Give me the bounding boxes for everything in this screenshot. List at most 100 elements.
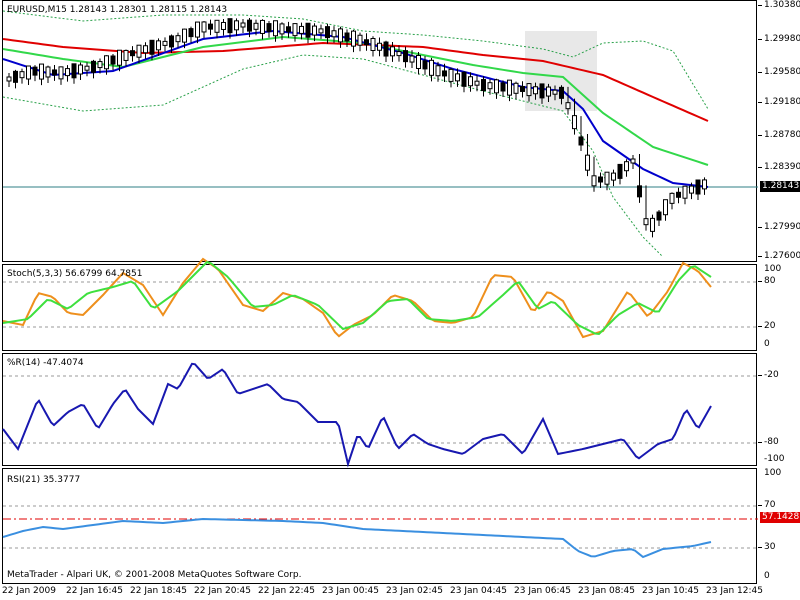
- candle-body: [162, 40, 168, 46]
- candle-body: [318, 28, 324, 34]
- candle-body: [396, 51, 402, 57]
- candle-body: [520, 85, 525, 92]
- price-y-label: 1.28390: [764, 162, 800, 172]
- candle-body: [32, 66, 38, 76]
- candle-body: [624, 161, 629, 172]
- candle-body: [487, 82, 493, 90]
- stoch-y-label: 100: [764, 264, 782, 274]
- stoch-y-label: 20: [764, 321, 776, 331]
- candle-body: [370, 38, 376, 51]
- rsi-reference-badge: 57.1428: [760, 512, 800, 523]
- bollinger-lower-band: [2, 54, 664, 258]
- candle-body: [149, 39, 155, 55]
- candle-body: [78, 64, 83, 75]
- candle-body: [611, 172, 616, 181]
- candle-body: [474, 80, 480, 86]
- williams-r-pane[interactable]: %R(14) -47.4074: [2, 353, 758, 468]
- price-y-axis: 1.30380 1.29980 1.29580 1.29180 1.28780 …: [758, 0, 800, 262]
- stochastic-title: Stoch(5,3,3) 56.6799 64.7851: [7, 269, 143, 279]
- candle-body: [39, 63, 44, 80]
- candle-body: [182, 28, 187, 43]
- candle-body: [253, 22, 259, 30]
- price-y-label: 1.28780: [764, 130, 800, 140]
- stoch-y-label: 80: [764, 276, 776, 286]
- price-y-label: 1.29980: [764, 34, 800, 44]
- candle-body: [364, 39, 369, 46]
- candle-body: [195, 21, 200, 38]
- candle-body: [591, 175, 597, 187]
- candle-body: [156, 40, 161, 51]
- candle-body: [513, 82, 519, 94]
- candle-body: [650, 217, 655, 232]
- candle-body: [221, 21, 226, 30]
- candle-body: [52, 69, 57, 76]
- candle-body: [578, 136, 584, 146]
- candle-body: [234, 20, 239, 31]
- price-chart-pane[interactable]: EURUSD,M15 1.28143 1.28301 1.28115 1.281…: [2, 0, 758, 262]
- rsi-canvas: [2, 505, 758, 559]
- candle-body: [6, 76, 12, 82]
- candle-body: [585, 154, 590, 171]
- candle-body: [546, 86, 551, 97]
- candle-body: [240, 22, 246, 28]
- copyright-text: MetaTrader - Alpari UK, © 2001-2008 Meta…: [7, 570, 302, 580]
- candle-body: [110, 55, 116, 65]
- bollinger-upper-band: [2, 10, 709, 110]
- rsi-title: RSI(21) 35.3777: [7, 475, 81, 485]
- candle-body: [71, 63, 77, 79]
- candle-body: [227, 18, 233, 34]
- williams-r-line: [2, 362, 712, 468]
- x-label: 23 Jan 06:45: [514, 586, 571, 596]
- candle-body: [461, 71, 467, 87]
- candle-body: [130, 50, 135, 57]
- candle-body: [169, 35, 174, 48]
- stochastic-pane[interactable]: Stoch(5,3,3) 56.6799 64.7851: [2, 257, 758, 351]
- candle-body: [247, 19, 252, 32]
- williams-r-y-axis: -20 -80 -100: [758, 353, 800, 466]
- candle-body: [604, 171, 610, 185]
- candle-body: [565, 102, 571, 110]
- candle-body: [656, 211, 662, 221]
- candle-body: [572, 115, 577, 130]
- stoch-y-label: 0: [764, 339, 770, 349]
- wpr-y-label: -20: [764, 370, 779, 380]
- candle-body: [539, 83, 545, 99]
- candle-body: [65, 68, 70, 77]
- candle-body: [455, 73, 460, 82]
- candle-body: [325, 26, 330, 39]
- candle-body: [188, 28, 194, 38]
- candle-body: [507, 79, 512, 96]
- candle-body: [299, 25, 304, 34]
- candle-body: [663, 199, 668, 216]
- price-y-label: 1.27600: [764, 251, 800, 261]
- candle-body: [351, 30, 356, 47]
- candle-body: [526, 83, 532, 97]
- candle-body: [19, 71, 25, 79]
- rsi-pane[interactable]: RSI(21) 35.3777 MetaTrader - Alpari UK, …: [2, 468, 758, 584]
- candle-body: [416, 54, 421, 69]
- candle-body: [695, 179, 701, 195]
- price-y-label: 1.29180: [764, 97, 800, 107]
- candle-body: [266, 23, 272, 33]
- moving-average-red: [2, 38, 709, 122]
- price-y-label: 1.29580: [764, 67, 800, 77]
- candle-body: [305, 22, 311, 38]
- x-label: 23 Jan 00:45: [322, 586, 379, 596]
- candle-body: [598, 176, 603, 183]
- x-label: 22 Jan 18:45: [130, 586, 187, 596]
- stochastic-canvas: [2, 257, 758, 339]
- candle-body: [468, 76, 473, 87]
- stochastic-y-axis: 100 80 20 0: [758, 264, 800, 351]
- williams-r-canvas: [2, 362, 758, 468]
- candle-body: [292, 23, 298, 37]
- candle-body: [435, 65, 441, 77]
- candle-body: [409, 55, 415, 63]
- candle-body: [117, 49, 122, 66]
- candle-body: [637, 185, 642, 198]
- candle-body: [331, 30, 337, 38]
- candle-body: [312, 25, 317, 36]
- rsi-y-label: 70: [764, 500, 776, 510]
- candle-body: [13, 70, 18, 83]
- moving-average-blue: [2, 29, 709, 188]
- x-label: 23 Jan 10:45: [642, 586, 699, 596]
